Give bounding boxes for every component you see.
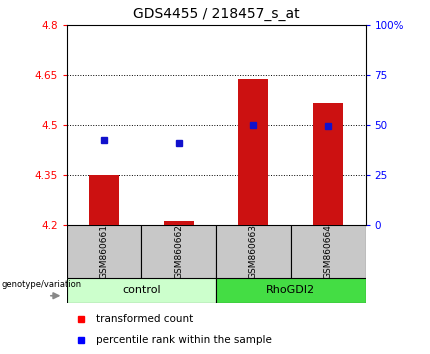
Bar [164, 222, 194, 225]
Bar [239, 79, 268, 225]
Bar [67, 278, 216, 303]
Text: control: control [122, 285, 161, 295]
Text: percentile rank within the sample: percentile rank within the sample [95, 335, 271, 345]
Bar [216, 225, 291, 278]
Text: GSM860663: GSM860663 [249, 224, 258, 279]
Text: transformed count: transformed count [95, 314, 193, 324]
Bar [89, 175, 119, 225]
Text: GSM860662: GSM860662 [174, 224, 183, 279]
Title: GDS4455 / 218457_s_at: GDS4455 / 218457_s_at [133, 7, 299, 21]
Bar [67, 225, 141, 278]
Bar [313, 103, 343, 225]
Text: GSM860661: GSM860661 [99, 224, 108, 279]
Bar [141, 225, 216, 278]
Text: RhoGDI2: RhoGDI2 [266, 285, 315, 295]
Text: GSM860664: GSM860664 [324, 224, 333, 279]
Bar [216, 278, 366, 303]
Bar [291, 225, 366, 278]
Text: genotype/variation: genotype/variation [1, 280, 81, 289]
